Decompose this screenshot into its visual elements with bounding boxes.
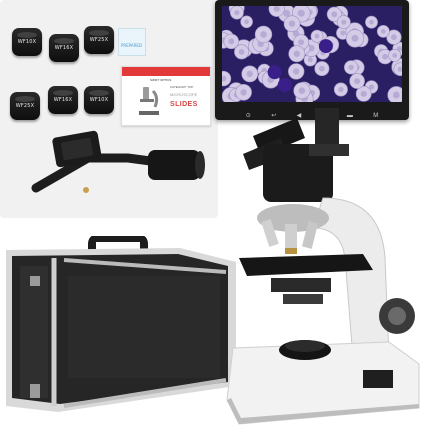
microscope-graphic: [226, 108, 420, 425]
eyepiece: WF25X: [84, 26, 114, 54]
blood-cell-center: [240, 89, 247, 96]
eyepiece-lens: [53, 90, 73, 96]
stained-cell: [318, 39, 333, 54]
blood-cell-center: [293, 50, 300, 57]
blood-cell-center: [283, 9, 291, 17]
eyepiece: WF16X: [49, 34, 79, 62]
blood-cell-screen: [222, 6, 402, 102]
microscope-slides-box: SWIFT OPTICS CATEGORY TOP MICROSCOPE SLI…: [121, 66, 211, 126]
blood-cell-center: [244, 19, 249, 25]
lcd-monitor: ⊙ ↩ ◀ ▶ ▬ M: [215, 0, 409, 120]
return-button-icon[interactable]: ↩: [271, 113, 277, 119]
blood-cell-center: [314, 33, 320, 39]
eyepiece: WF10X: [84, 86, 114, 114]
blood-cell-center: [319, 65, 325, 72]
blood-cell-center: [391, 34, 397, 41]
blood-cell-center: [354, 78, 361, 85]
eyepiece: WF25X: [10, 92, 40, 120]
blood-cell-center: [222, 75, 227, 82]
blood-cell-center: [297, 9, 305, 17]
blood-cell-center: [382, 53, 388, 60]
trinocular-microscope: [213, 108, 425, 435]
eyepiece-label: WF25X: [89, 37, 109, 43]
mode-button-icon[interactable]: M: [373, 113, 379, 119]
blood-cell-center: [307, 57, 313, 63]
left-button-icon[interactable]: ◀: [296, 113, 302, 119]
blood-cell: [222, 70, 232, 87]
cover-slip-pack: PREPARED: [118, 28, 146, 56]
eyepiece-lens: [17, 32, 37, 38]
blood-cell-center: [246, 70, 253, 78]
slide-box-subtitle: SLIDES: [170, 101, 198, 108]
blood-cell-center: [298, 87, 306, 94]
blood-cell-center: [234, 10, 240, 16]
blood-cell-center: [298, 39, 305, 46]
blood-cell-center: [341, 19, 347, 25]
blood-cell-center: [238, 49, 245, 55]
stained-cell: [267, 65, 282, 80]
eyepiece: WF16X: [48, 86, 78, 114]
blood-cell-center: [288, 20, 296, 27]
stained-cell: [277, 78, 292, 92]
menu-button-icon[interactable]: ▬: [346, 113, 353, 119]
slide-box-band: [122, 67, 210, 76]
eyepiece-lens: [54, 38, 74, 44]
eyepiece-lens: [89, 90, 109, 96]
eyepiece-label: WF25X: [15, 103, 35, 109]
slide-box-category: CATEGORY TOP: [170, 85, 194, 89]
blood-cell-center: [293, 68, 300, 75]
blood-cell-center: [340, 30, 346, 36]
cover-slip-label: PREPARED: [121, 43, 142, 48]
eyepiece-lens: [89, 30, 109, 36]
mini-microscope-icon: [139, 87, 159, 115]
blood-cell-center: [360, 90, 367, 97]
carrying-case-graphic: [6, 236, 236, 412]
eyepiece-lens: [15, 96, 35, 102]
blood-cell-center: [260, 31, 267, 38]
eyepiece: WF10X: [12, 28, 42, 56]
blood-cell-center: [228, 38, 235, 45]
slide-box-brand: SWIFT OPTICS: [150, 78, 172, 82]
blood-cell-center: [273, 6, 280, 12]
slide-box-title: MICROSCOPE: [170, 92, 198, 97]
eyepiece-label: WF10X: [17, 39, 37, 45]
blood-cell-center: [368, 84, 375, 90]
eyepiece-label: WF16X: [53, 97, 73, 103]
phone-adapter: [28, 128, 208, 198]
carrying-case: [0, 236, 236, 418]
blood-cell-center: [397, 66, 402, 72]
blood-cell-center: [351, 34, 359, 42]
blood-cell-center: [331, 11, 338, 18]
eyepiece-label: WF10X: [89, 97, 109, 103]
phone-adapter-graphic: [31, 130, 205, 193]
power-button-icon[interactable]: ⊙: [245, 113, 251, 119]
blood-cell-center: [369, 19, 374, 25]
blood-cell-center: [392, 53, 398, 58]
blood-cell-center: [348, 64, 354, 71]
blood-cell-center: [392, 91, 400, 99]
eyepiece-label: WF16X: [54, 45, 74, 51]
blood-cell-center: [338, 86, 344, 93]
blood-cell-center: [380, 29, 386, 34]
